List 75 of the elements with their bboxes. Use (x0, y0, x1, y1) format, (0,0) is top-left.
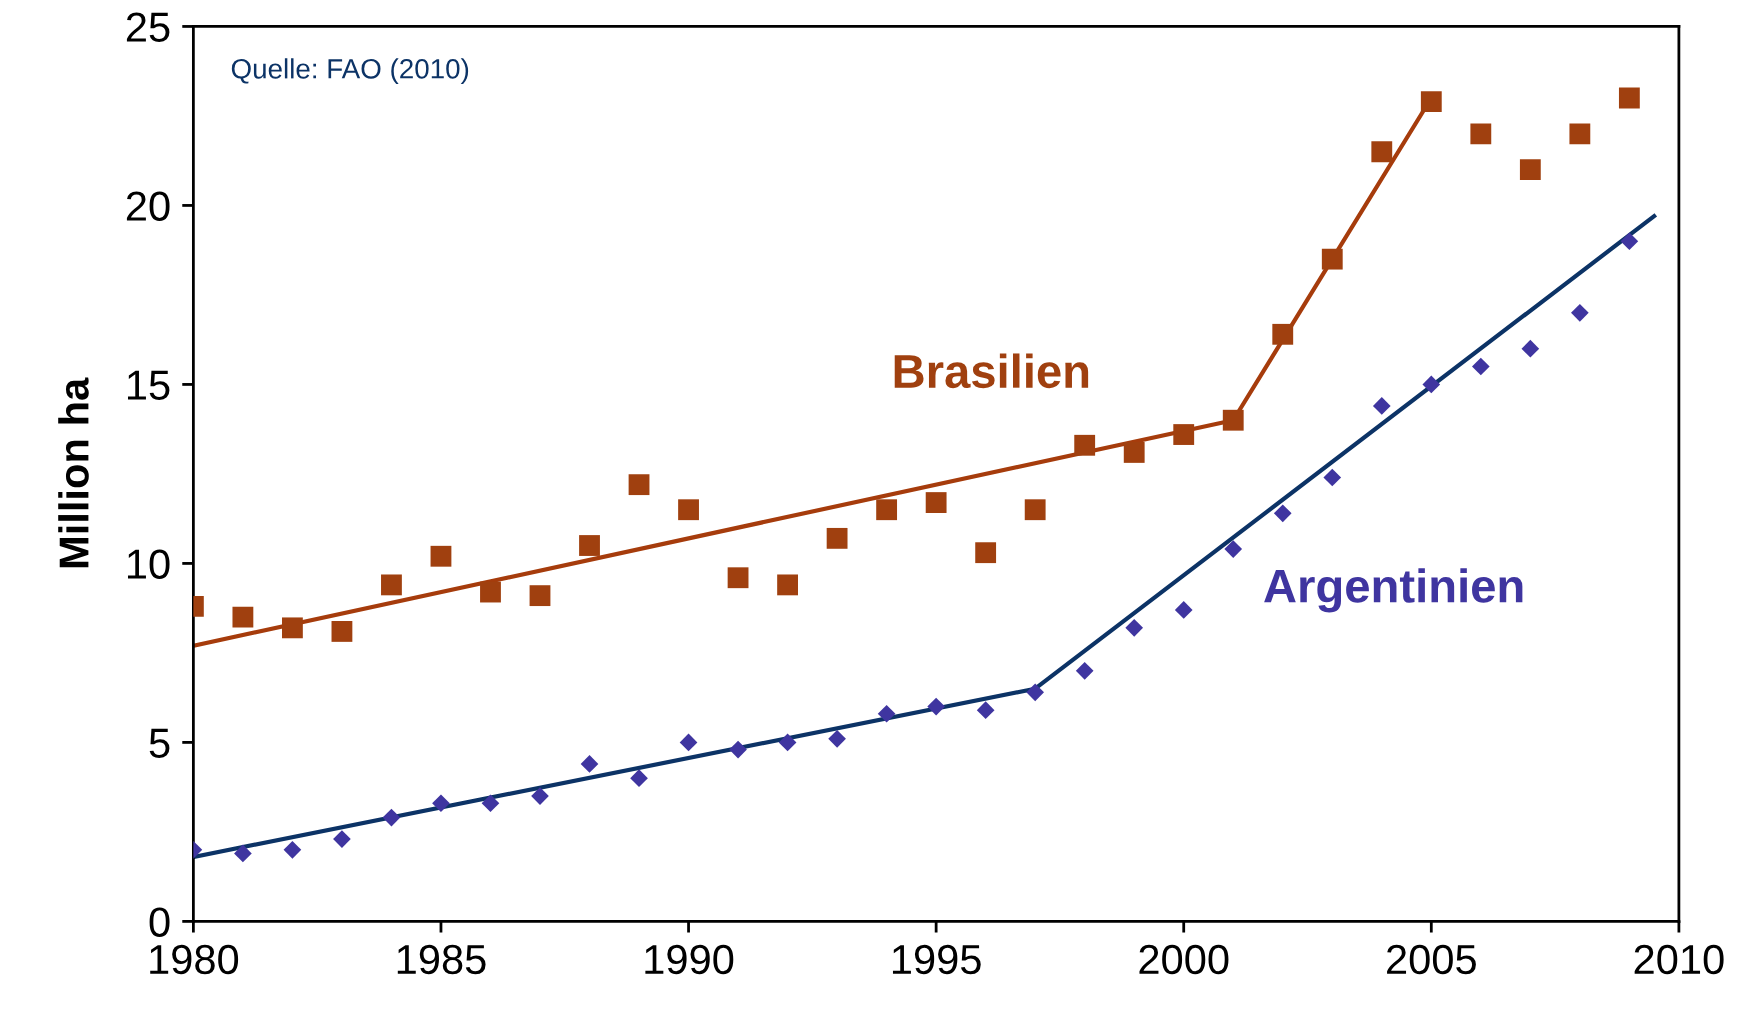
series-label: Argentinien (1264, 568, 1523, 613)
y-tick-label: 10 (127, 549, 170, 579)
point (1372, 397, 1391, 415)
point (432, 794, 450, 813)
point (331, 621, 353, 642)
point (1323, 468, 1342, 487)
point (927, 697, 945, 716)
point (778, 733, 797, 752)
point (1521, 339, 1540, 358)
point (1420, 91, 1442, 113)
point (826, 527, 848, 549)
point (1371, 141, 1393, 163)
point (1272, 323, 1294, 345)
x-tick-label: 1995 (892, 944, 981, 975)
point (234, 844, 252, 863)
point (1026, 683, 1045, 702)
point (828, 729, 846, 748)
x-tick-label: 1985 (397, 944, 486, 975)
point (531, 787, 549, 805)
x-tick-label: 1990 (645, 944, 734, 975)
point (382, 808, 401, 827)
point (580, 755, 599, 773)
point (1123, 442, 1145, 463)
point (1273, 504, 1292, 523)
point (333, 830, 351, 848)
point (1075, 661, 1094, 680)
x-tick-label: 1980 (150, 944, 239, 975)
point (1074, 434, 1096, 456)
x-tick-label: 2000 (1139, 944, 1229, 975)
point (529, 585, 551, 607)
point (679, 733, 698, 752)
point (1471, 357, 1490, 376)
point (1618, 87, 1640, 109)
point (1224, 540, 1243, 558)
point (729, 740, 747, 759)
point (1569, 123, 1591, 145)
point (727, 567, 749, 589)
annotation: Quelle: FAO (2010) (231, 58, 469, 85)
point (1024, 499, 1046, 521)
point (630, 769, 648, 788)
point (232, 606, 254, 628)
point (282, 617, 303, 639)
point (1173, 424, 1195, 445)
point (876, 499, 898, 521)
y-tick-label: 20 (126, 191, 170, 221)
point (283, 840, 302, 859)
y-tick-label: 5 (149, 728, 170, 758)
point (480, 581, 501, 603)
point (1470, 123, 1492, 145)
point (1620, 232, 1639, 251)
y-tick-label: 15 (127, 370, 170, 400)
point (481, 794, 500, 813)
y-tick-label: 25 (126, 12, 170, 42)
point (1422, 375, 1441, 394)
x-tick-label: 2005 (1387, 944, 1476, 975)
point (975, 542, 997, 564)
point (976, 701, 995, 720)
point (678, 499, 699, 521)
point (1519, 159, 1541, 181)
point (1321, 248, 1343, 270)
point (579, 535, 600, 556)
point (877, 704, 896, 723)
point (1571, 303, 1589, 322)
point (1125, 619, 1144, 637)
y-axis-title: Million ha (58, 377, 89, 568)
y-tick-label: 0 (149, 907, 170, 937)
x-tick-label: 2010 (1634, 944, 1724, 975)
point (1222, 409, 1244, 431)
point (430, 545, 452, 567)
point (777, 574, 798, 596)
point (628, 474, 650, 496)
point (1174, 601, 1193, 619)
point (381, 574, 402, 596)
series-label: Brasilien (894, 353, 1089, 389)
point (925, 492, 947, 513)
